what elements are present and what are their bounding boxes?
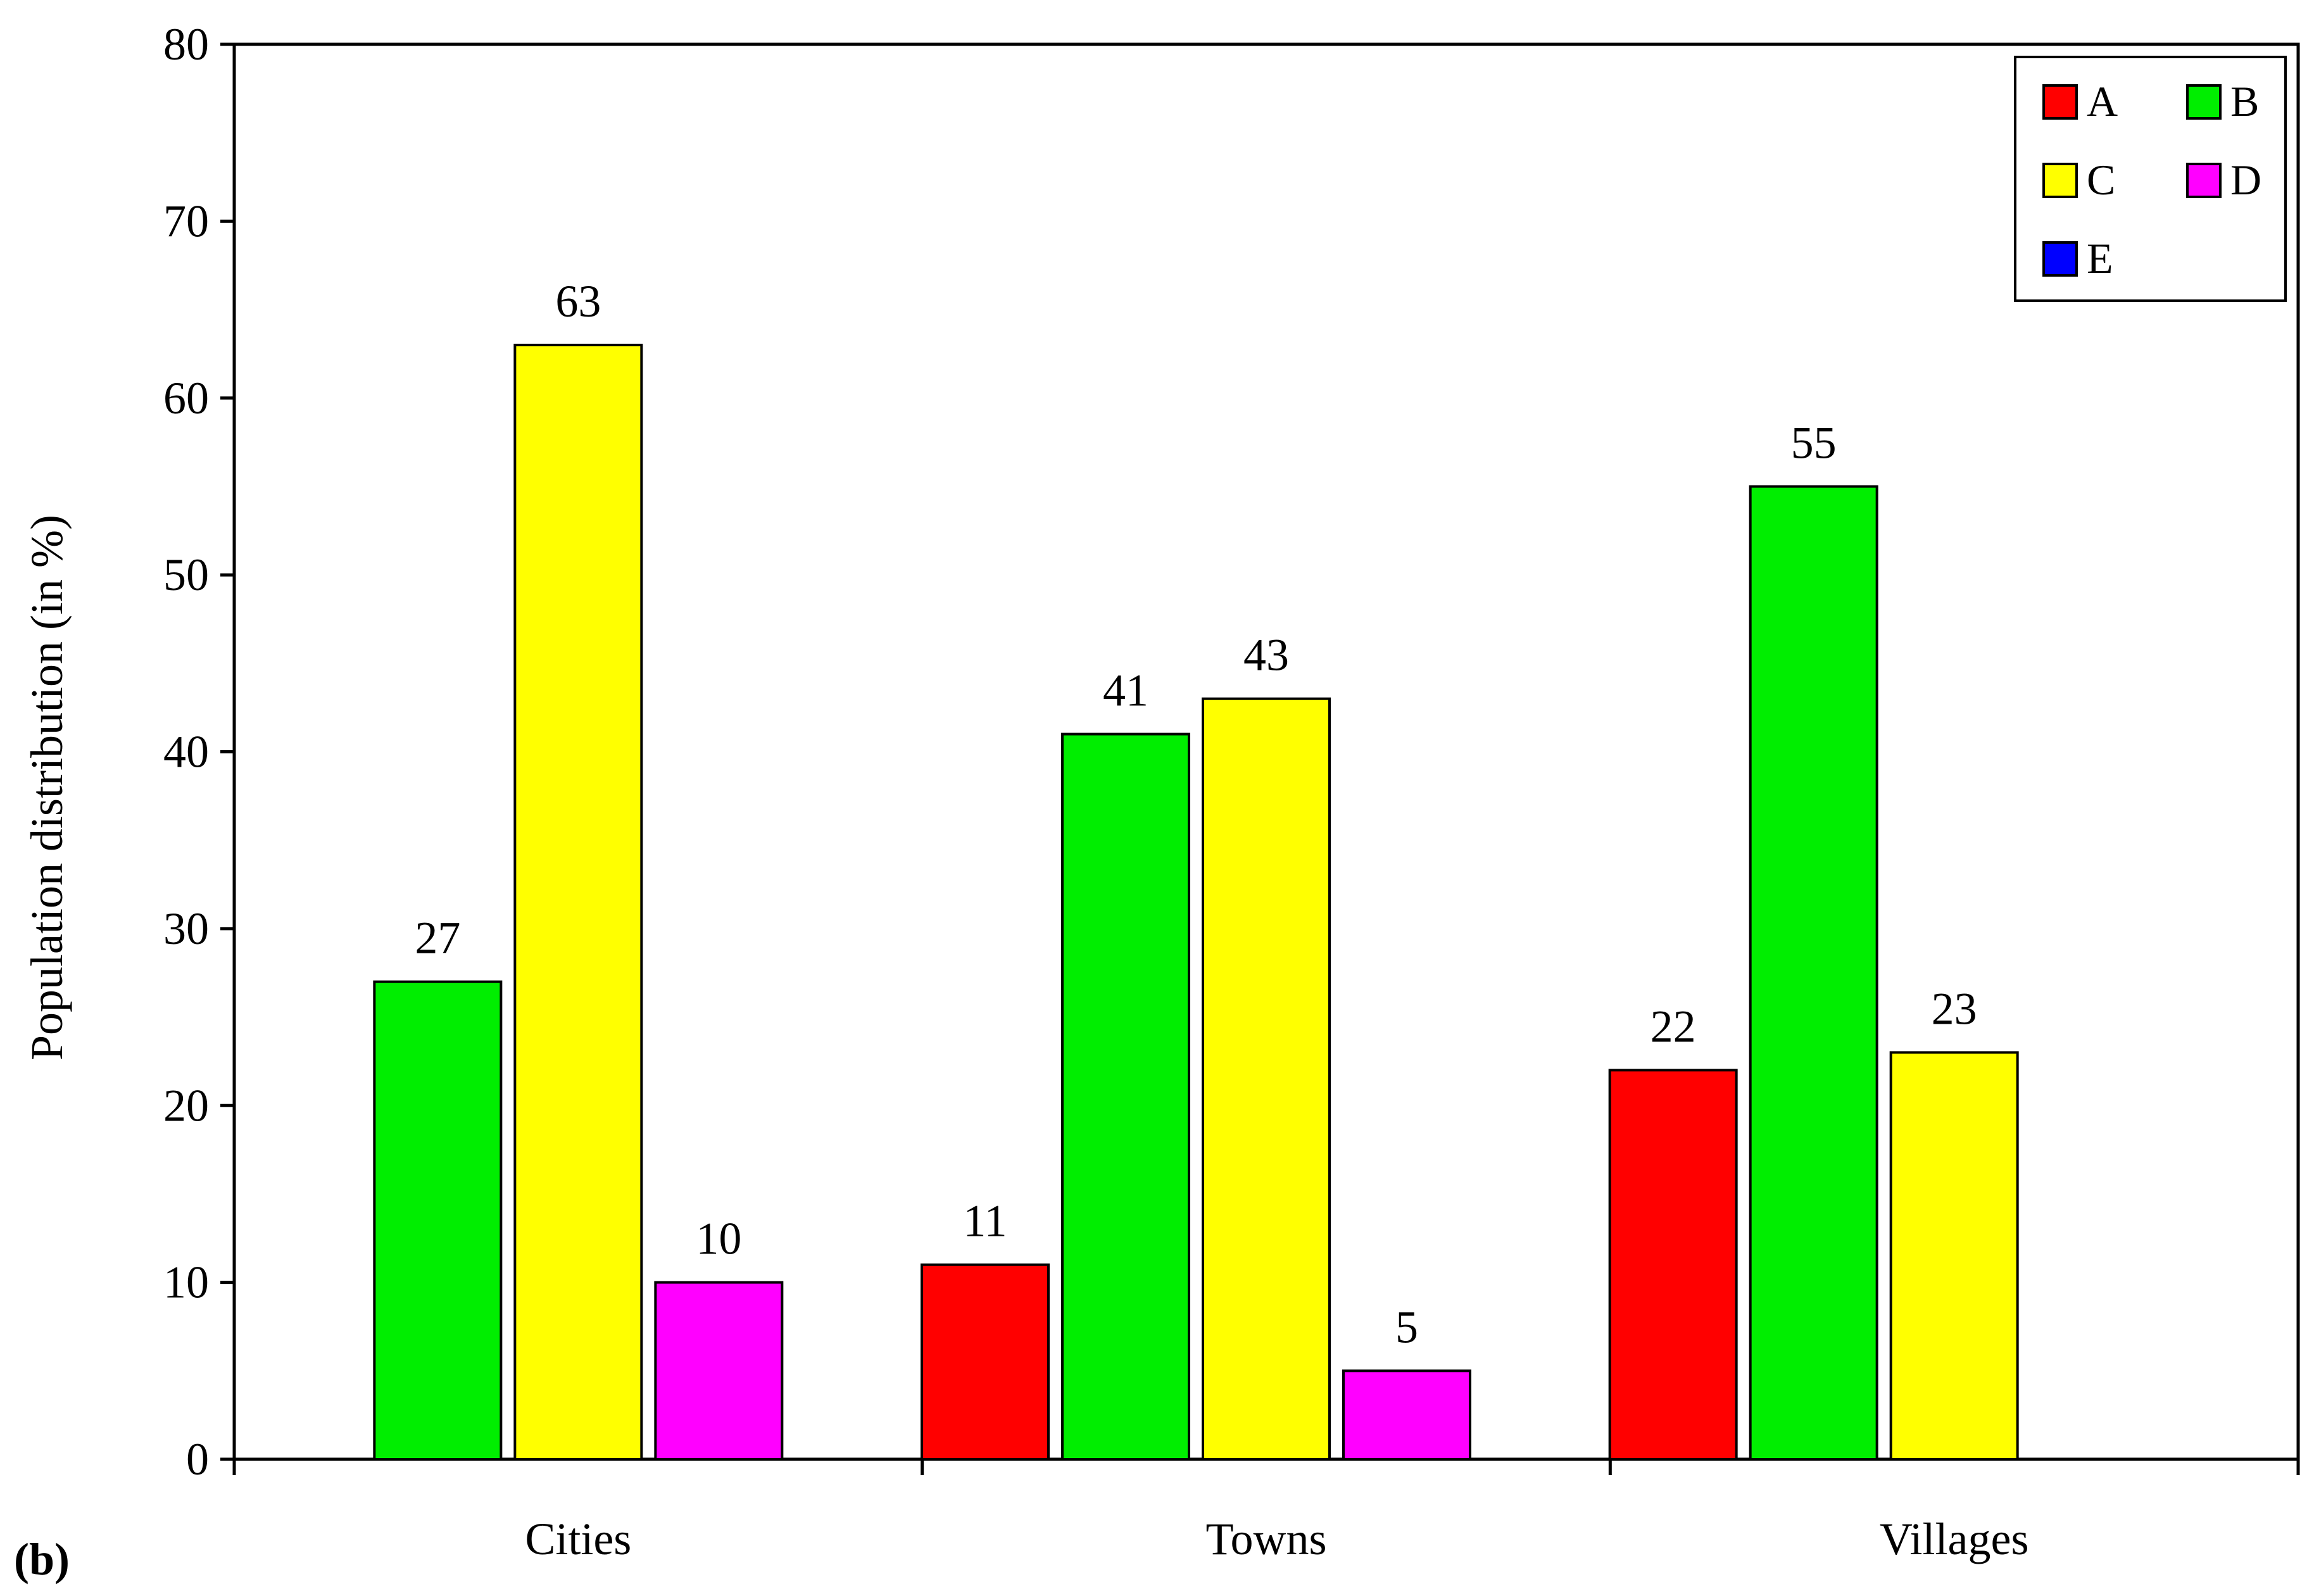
data-label: 55 [1791, 417, 1837, 468]
data-label: 5 [1395, 1302, 1418, 1352]
y-tick-label: 10 [163, 1257, 209, 1308]
y-tick-label: 60 [163, 373, 209, 424]
bar [921, 1263, 1050, 1461]
bar [1749, 485, 1878, 1461]
y-tick-label: 80 [163, 19, 209, 70]
legend-label: E [2087, 234, 2113, 282]
legend-label: A [2087, 77, 2118, 125]
data-label: 41 [1103, 665, 1148, 716]
y-tick-label: 0 [186, 1434, 209, 1485]
bar [1342, 1369, 1471, 1461]
y-tick-label: 30 [163, 903, 209, 954]
x-category-label: Cities [525, 1514, 631, 1564]
data-label: 27 [415, 913, 460, 964]
bar [1608, 1069, 1738, 1461]
bar [1061, 732, 1190, 1461]
legend: A B C D E [2014, 56, 2287, 302]
legend-swatch [2186, 163, 2222, 198]
data-label: 23 [1932, 983, 1977, 1034]
y-tick-label: 70 [163, 196, 209, 246]
bar [1202, 697, 1331, 1461]
data-label: 43 [1243, 630, 1289, 681]
legend-swatch [2042, 163, 2078, 198]
bar [1889, 1051, 2019, 1461]
legend-label: D [2230, 156, 2261, 204]
y-axis-ticks: 0 10 20 30 40 50 60 70 80 [163, 19, 234, 1485]
legend-label: B [2230, 77, 2259, 125]
x-axis-ticks: Cities Towns Villages [232, 1459, 2300, 1564]
x-category-label: Villages [1880, 1514, 2029, 1564]
legend-swatch [2042, 241, 2078, 277]
y-axis-title: Population distribution (in %) [22, 515, 72, 1060]
y-tick-label: 20 [163, 1080, 209, 1131]
legend-label: C [2087, 156, 2115, 204]
data-label: 10 [696, 1214, 741, 1264]
bar [654, 1281, 784, 1461]
y-tick-label: 40 [163, 727, 209, 777]
legend-swatch [2186, 84, 2222, 120]
legend-swatch [2042, 84, 2078, 120]
bars [373, 343, 2019, 1461]
panel-label: (b) [14, 1534, 70, 1585]
data-labels: 27 63 10 11 41 43 5 22 55 23 [415, 276, 1977, 1352]
data-label: 22 [1651, 1001, 1696, 1052]
bar [513, 343, 643, 1461]
y-tick-label: 50 [163, 550, 209, 600]
bar [373, 980, 503, 1461]
data-label: 63 [555, 276, 601, 327]
data-label: 11 [963, 1196, 1007, 1247]
x-category-label: Towns [1206, 1514, 1327, 1564]
